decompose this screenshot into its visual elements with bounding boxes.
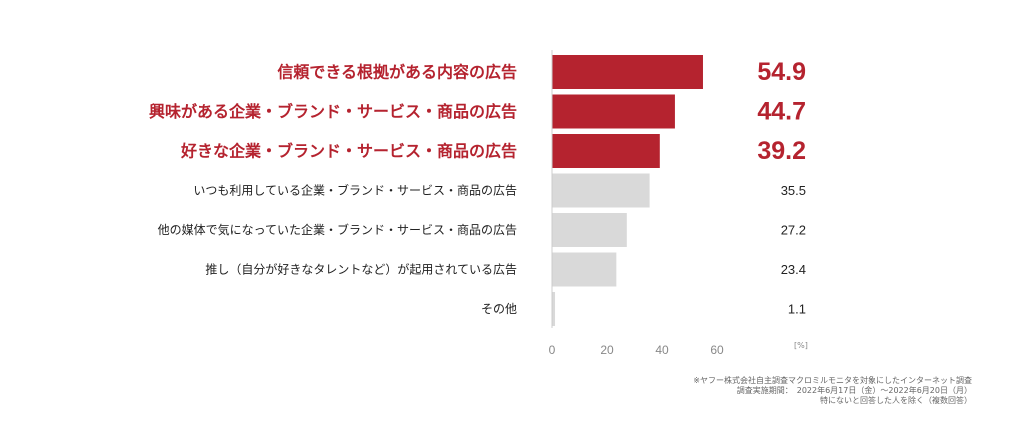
survey-note: ※ヤフー株式会社自主調査マクロミルモニタを対象にしたインターネット調査 (693, 376, 972, 385)
bar-1 (552, 55, 703, 89)
value-label-7: 1.1 (788, 302, 806, 317)
value-label-6: 23.4 (781, 262, 806, 277)
category-label-4: いつも利用している企業・ブランド・サービス・商品の広告 (193, 183, 517, 198)
category-label-5: 他の媒体で気になっていた企業・ブランド・サービス・商品の広告 (158, 222, 517, 237)
value-label-5: 27.2 (781, 223, 806, 238)
x-tick-label-0: 0 (549, 343, 556, 357)
value-label-4: 35.5 (781, 183, 806, 198)
bar-5 (552, 213, 627, 247)
x-tick-label-60: 60 (710, 343, 724, 357)
value-label-1: 54.9 (757, 58, 806, 86)
category-label-3: 好きな企業・ブランド・サービス・商品の広告 (180, 142, 517, 161)
value-label-3: 39.2 (757, 137, 806, 165)
x-tick-label-20: 20 (600, 343, 614, 357)
bar-4 (552, 173, 650, 208)
bar-3 (552, 134, 660, 168)
bar-2 (552, 94, 675, 129)
category-label-1: 信頼できる根拠がある内容の広告 (277, 63, 517, 82)
bar-6 (552, 252, 617, 287)
value-label-2: 44.7 (757, 98, 806, 126)
survey-period-note: 調査実施期間： 2022年6月17日（金）～2022年6月20日（月） (736, 386, 972, 395)
x-tick-label-40: 40 (655, 343, 669, 357)
category-label-7: その他 (481, 302, 517, 316)
category-label-2: 興味がある企業・ブランド・サービス・商品の広告 (149, 102, 517, 121)
bar-7 (552, 292, 556, 326)
category-label-6: 推し（自分が好きなタレントなど）が起用されている広告 (205, 262, 517, 277)
unit-label: [%] (794, 341, 808, 350)
survey-condition-note: 特にないと回答した人を除く（複数回答） (820, 396, 972, 405)
